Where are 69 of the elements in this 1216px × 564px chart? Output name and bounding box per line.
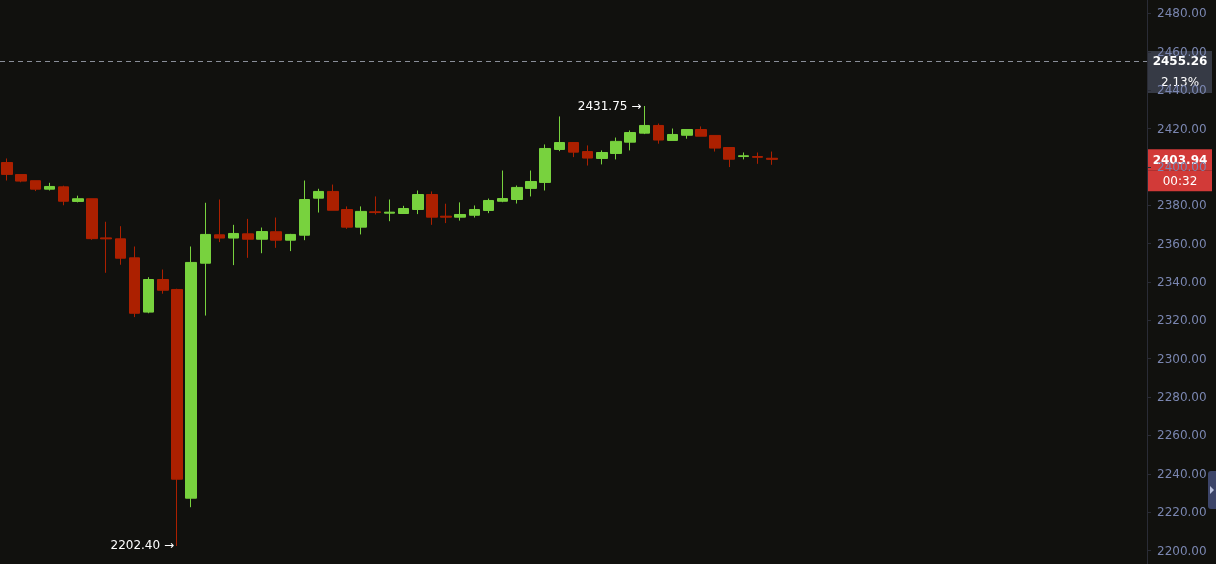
candlestick [185, 246, 197, 508]
y-tick-label: 2220.00 [1157, 505, 1207, 520]
candlestick [327, 184, 339, 211]
candlestick [766, 151, 778, 166]
candlestick [568, 142, 579, 158]
candlestick [256, 227, 268, 254]
candlestick [30, 180, 41, 192]
y-tick-label: 2360.00 [1157, 236, 1207, 251]
candlestick [681, 128, 693, 140]
candlestick [497, 170, 508, 203]
candlestick [15, 174, 27, 183]
candlestick [242, 218, 254, 259]
candlestick [100, 221, 112, 274]
candlestick [228, 224, 239, 266]
candlestick [653, 123, 664, 145]
candlestick [709, 134, 721, 153]
candlestick [143, 276, 154, 314]
y-tick-label: 2200.00 [1157, 543, 1207, 558]
candlestick [214, 199, 225, 243]
candlestick [454, 201, 466, 222]
candlestick [412, 189, 424, 215]
candlestick [270, 217, 282, 249]
candlestick [639, 105, 650, 135]
candlestick [483, 198, 494, 214]
y-tick-label: 2240.00 [1157, 466, 1207, 481]
candlestick [554, 115, 565, 152]
y-tick-label: 2320.00 [1157, 313, 1207, 328]
candlestick [157, 269, 169, 295]
candlestick [738, 152, 749, 160]
candlestick [695, 125, 707, 137]
candlestick [426, 190, 438, 226]
candlestick [58, 185, 69, 206]
candlestick [398, 205, 409, 215]
y-tick-label: 2280.00 [1157, 390, 1207, 405]
y-tick-label: 2340.00 [1157, 275, 1207, 289]
candlestick [86, 198, 98, 241]
candlestick [369, 195, 381, 215]
y-tick-label: 2480.00 [1157, 6, 1207, 21]
annotation: 2202.40 → [110, 537, 175, 552]
annotation: 2431.75 → [577, 98, 642, 113]
candlestick [610, 137, 622, 160]
candlestick [469, 204, 480, 219]
candlestick [667, 128, 678, 141]
candlestick [752, 152, 763, 165]
candlestick [355, 205, 367, 235]
candlestick [44, 182, 55, 191]
y-tick-label: 2380.00 [1157, 198, 1207, 213]
candlestick [384, 199, 395, 222]
candlestick [341, 205, 353, 230]
candlestick [511, 185, 523, 205]
y-tick-label: 2300.00 [1157, 351, 1207, 366]
candlestick [129, 246, 140, 318]
candlestick [72, 195, 84, 203]
candlestick [582, 144, 593, 167]
candlestick [313, 188, 324, 214]
candlestick [525, 170, 537, 197]
candlestick [1, 157, 13, 182]
candlestick [285, 233, 296, 252]
candlestick [596, 149, 608, 165]
candlestick [200, 202, 211, 317]
y-tick-label: 2260.00 [1157, 428, 1207, 443]
candlestick [723, 147, 735, 168]
candlestick [440, 203, 452, 224]
candlestick [115, 225, 126, 266]
candlestick [299, 180, 310, 241]
candlestick [624, 129, 636, 151]
text: 00:32 [1162, 173, 1198, 188]
candlestick [539, 143, 551, 191]
y-tick-label: 2420.00 [1157, 121, 1207, 136]
